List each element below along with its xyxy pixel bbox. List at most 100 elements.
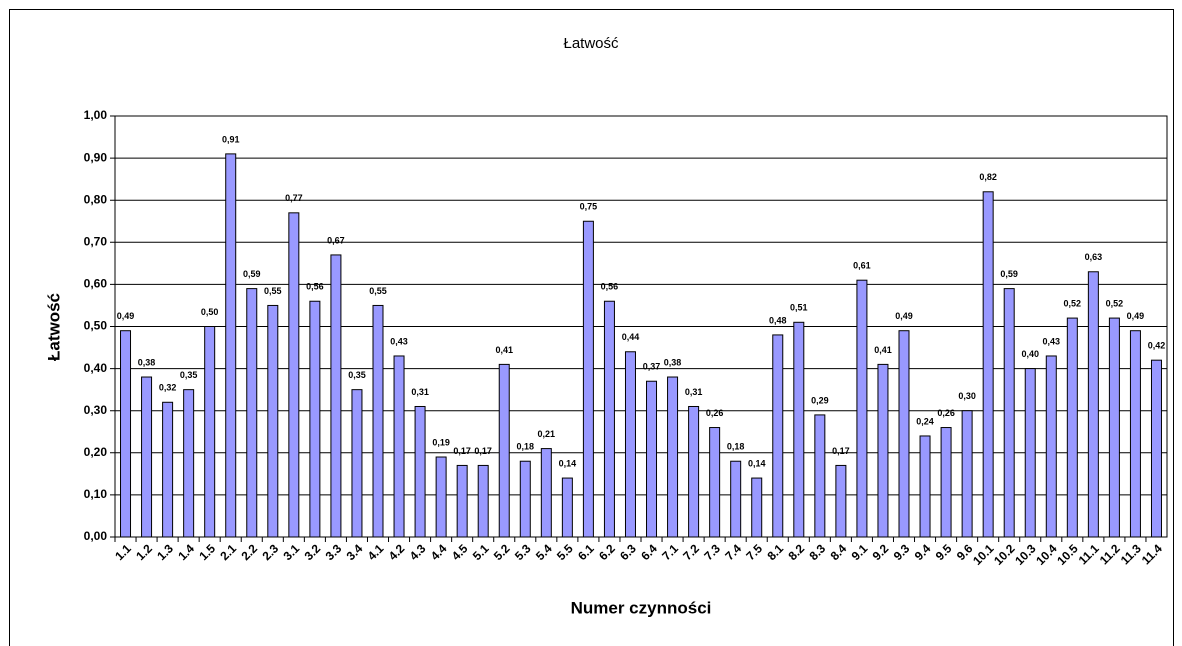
bar bbox=[162, 401, 174, 538]
y-tick-label: 0,00 bbox=[84, 529, 108, 543]
bar bbox=[141, 376, 153, 538]
data-label: 0,49 bbox=[1127, 311, 1145, 321]
data-label: 0,38 bbox=[138, 357, 156, 367]
bar bbox=[1108, 317, 1120, 538]
bar bbox=[667, 376, 679, 538]
data-label: 0,18 bbox=[727, 442, 745, 452]
bar bbox=[751, 477, 763, 538]
data-label: 0,48 bbox=[769, 315, 787, 325]
data-label: 0,32 bbox=[159, 383, 177, 393]
bar bbox=[624, 351, 636, 538]
data-label: 0,91 bbox=[222, 134, 240, 144]
data-label: 0,67 bbox=[327, 235, 345, 245]
bar bbox=[435, 456, 447, 538]
data-label: 0,43 bbox=[1043, 336, 1061, 346]
data-label: 0,31 bbox=[685, 387, 703, 397]
bar bbox=[730, 460, 742, 538]
y-tick-label: 1,00 bbox=[84, 108, 108, 122]
data-label: 0,82 bbox=[979, 172, 997, 182]
data-label: 0,49 bbox=[895, 311, 913, 321]
bar bbox=[393, 355, 405, 538]
y-tick-label: 0,30 bbox=[84, 403, 108, 417]
data-label: 0,14 bbox=[559, 458, 577, 468]
data-label: 0,50 bbox=[201, 307, 219, 317]
bar bbox=[561, 477, 573, 538]
data-label: 0,61 bbox=[853, 261, 871, 271]
bar bbox=[1003, 288, 1015, 538]
data-label: 0,37 bbox=[643, 362, 661, 372]
bar bbox=[709, 427, 721, 538]
bar bbox=[835, 464, 847, 538]
bar bbox=[309, 300, 321, 538]
bar bbox=[877, 363, 889, 538]
data-label: 0,77 bbox=[285, 193, 303, 203]
data-label: 0,35 bbox=[348, 370, 366, 380]
bar bbox=[267, 304, 279, 538]
bar bbox=[603, 300, 615, 538]
data-label: 0,75 bbox=[580, 202, 598, 212]
data-label: 0,17 bbox=[474, 446, 492, 456]
bar bbox=[898, 330, 910, 538]
data-label: 0,52 bbox=[1064, 298, 1082, 308]
bar bbox=[919, 435, 931, 538]
y-axis-label: Łatwość bbox=[44, 293, 63, 361]
bar bbox=[940, 427, 952, 538]
bar bbox=[540, 448, 552, 538]
data-label: 0,29 bbox=[811, 395, 829, 405]
bar bbox=[246, 288, 258, 538]
data-label: 0,43 bbox=[390, 336, 408, 346]
data-label: 0,31 bbox=[411, 387, 429, 397]
bar bbox=[582, 220, 594, 538]
bar bbox=[1045, 355, 1057, 538]
data-label: 0,59 bbox=[243, 269, 261, 279]
bar bbox=[1024, 368, 1036, 538]
bar bbox=[772, 334, 784, 538]
x-axis-label: Numer czynności bbox=[571, 598, 712, 617]
data-label: 0,63 bbox=[1085, 252, 1103, 262]
data-label: 0,26 bbox=[706, 408, 724, 418]
bar bbox=[414, 405, 426, 538]
data-label: 0,14 bbox=[748, 458, 766, 468]
y-tick-label: 0,50 bbox=[84, 319, 108, 333]
data-label: 0,26 bbox=[937, 408, 955, 418]
bar bbox=[372, 304, 384, 538]
bar bbox=[330, 254, 342, 538]
bar bbox=[982, 191, 994, 538]
data-label: 0,59 bbox=[1000, 269, 1018, 279]
data-label: 0,42 bbox=[1148, 341, 1166, 351]
bar bbox=[225, 153, 237, 538]
y-tick-label: 0,70 bbox=[84, 234, 108, 248]
y-tick-label: 0,80 bbox=[84, 192, 108, 206]
y-tick-label: 0,60 bbox=[84, 277, 108, 291]
data-label: 0,56 bbox=[306, 282, 324, 292]
data-label: 0,24 bbox=[916, 416, 934, 426]
data-label: 0,44 bbox=[622, 332, 640, 342]
y-tick-label: 0,40 bbox=[84, 361, 108, 375]
bar bbox=[288, 212, 300, 538]
bar bbox=[1150, 359, 1162, 538]
data-label: 0,17 bbox=[832, 446, 850, 456]
bar bbox=[814, 414, 826, 538]
data-label: 0,55 bbox=[264, 286, 282, 296]
y-tick-label: 0,90 bbox=[84, 150, 108, 164]
bar bbox=[477, 464, 489, 538]
y-tick-label: 0,20 bbox=[84, 445, 108, 459]
data-label: 0,21 bbox=[538, 429, 556, 439]
data-label: 0,41 bbox=[874, 345, 892, 355]
bar bbox=[1087, 271, 1099, 538]
bar bbox=[498, 363, 510, 538]
data-label: 0,52 bbox=[1106, 298, 1124, 308]
data-label: 0,56 bbox=[601, 282, 619, 292]
data-label: 0,30 bbox=[958, 391, 976, 401]
bar bbox=[688, 405, 700, 538]
y-tick-label: 0,10 bbox=[84, 487, 108, 501]
bar bbox=[204, 326, 216, 538]
data-label: 0,18 bbox=[517, 442, 535, 452]
bar bbox=[120, 330, 132, 538]
bar bbox=[519, 460, 531, 538]
bar bbox=[646, 380, 658, 538]
chart-title: Łatwość bbox=[563, 35, 619, 52]
bar bbox=[1066, 317, 1078, 538]
data-label: 0,35 bbox=[180, 370, 198, 380]
